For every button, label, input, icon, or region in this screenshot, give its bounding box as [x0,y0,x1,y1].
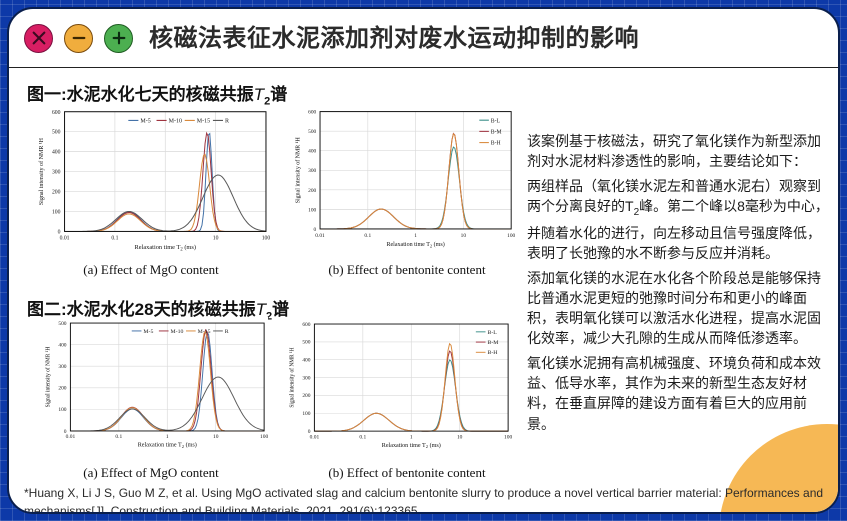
svg-text:500: 500 [58,321,67,327]
svg-text:1: 1 [166,434,169,440]
svg-text:M-5: M-5 [140,119,150,125]
svg-text:0.1: 0.1 [359,434,366,440]
svg-text:B-H: B-H [487,350,497,356]
svg-text:200: 200 [302,393,311,399]
svg-text:1: 1 [410,434,413,440]
svg-text:Signal intensity of NMR ¹H: Signal intensity of NMR ¹H [38,137,45,205]
svg-text:B-L: B-L [491,118,501,124]
svg-text:M-10: M-10 [169,119,182,125]
svg-text:10: 10 [461,233,467,239]
svg-text:100: 100 [308,207,316,213]
svg-text:Signal intensity of NMR ¹H: Signal intensity of NMR ¹H [45,347,52,408]
svg-text:M-15: M-15 [197,119,210,125]
svg-text:M-10: M-10 [170,329,183,335]
svg-text:600: 600 [52,110,61,116]
svg-text:600: 600 [302,322,311,328]
svg-text:Relaxation time T2 (ms): Relaxation time T2 (ms) [386,241,444,248]
svg-text:100: 100 [302,411,311,417]
svg-text:0: 0 [58,229,61,235]
svg-text:0.01: 0.01 [315,233,325,239]
svg-text:B-M: B-M [491,129,503,135]
svg-text:400: 400 [58,343,67,349]
svg-text:200: 200 [58,386,67,392]
svg-text:1: 1 [414,233,417,239]
svg-text:10: 10 [213,236,219,242]
svg-text:B-L: B-L [487,330,497,336]
svg-text:10: 10 [457,434,463,440]
svg-text:100: 100 [504,434,512,440]
svg-text:0.1: 0.1 [111,236,118,242]
svg-text:400: 400 [302,358,311,364]
svg-text:200: 200 [308,188,316,194]
svg-text:10: 10 [213,434,219,440]
svg-text:200: 200 [52,190,61,196]
svg-text:Relaxation time T2 (ms): Relaxation time T2 (ms) [382,442,441,449]
svg-text:0.1: 0.1 [364,233,371,239]
svg-text:0.01: 0.01 [60,236,70,242]
svg-text:0.1: 0.1 [115,434,122,440]
svg-text:300: 300 [308,168,316,174]
svg-text:500: 500 [302,340,311,346]
svg-text:300: 300 [52,170,61,176]
svg-text:300: 300 [302,376,311,382]
svg-text:1: 1 [164,236,167,242]
svg-text:400: 400 [308,149,316,155]
svg-text:100: 100 [262,236,270,242]
svg-text:100: 100 [507,233,515,239]
svg-text:M-5: M-5 [143,329,153,335]
svg-text:B-H: B-H [491,141,502,147]
svg-text:Relaxation time T2 (ms): Relaxation time T2 (ms) [138,442,197,449]
svg-text:0: 0 [314,227,317,233]
svg-text:400: 400 [52,150,61,156]
svg-text:Signal intensity of NMR ¹H: Signal intensity of NMR ¹H [295,136,302,203]
svg-text:100: 100 [58,407,67,413]
svg-text:500: 500 [52,130,61,136]
svg-text:600: 600 [308,110,316,116]
svg-text:M-15: M-15 [198,329,211,335]
svg-text:R: R [225,329,229,335]
svg-text:500: 500 [308,129,316,135]
svg-text:100: 100 [52,209,61,215]
svg-text:100: 100 [260,434,268,440]
svg-text:Signal intensity of NMR ¹H: Signal intensity of NMR ¹H [289,347,296,407]
svg-text:300: 300 [58,364,67,370]
svg-text:0.01: 0.01 [310,434,320,440]
svg-text:0.01: 0.01 [66,434,76,440]
svg-text:B-M: B-M [487,340,498,346]
